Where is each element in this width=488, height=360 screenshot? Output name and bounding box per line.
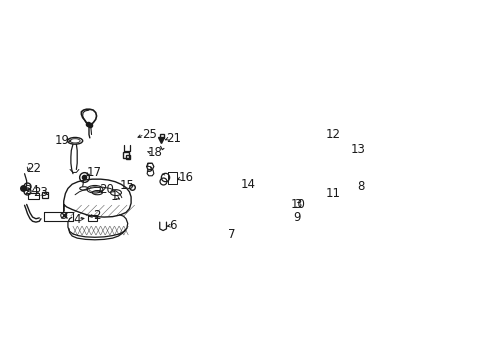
Text: 24: 24: [24, 184, 40, 197]
Text: 12: 12: [325, 128, 340, 141]
Text: 19: 19: [55, 134, 69, 147]
Text: 18: 18: [148, 146, 163, 159]
Text: 2: 2: [93, 209, 101, 222]
Text: 22: 22: [26, 162, 41, 175]
Text: 8: 8: [357, 180, 364, 193]
Text: 20: 20: [99, 183, 114, 196]
Text: 6: 6: [169, 219, 176, 232]
Text: 4: 4: [73, 213, 81, 226]
Text: 10: 10: [290, 198, 305, 211]
Text: 13: 13: [350, 143, 365, 156]
Text: 3: 3: [293, 198, 301, 211]
Text: 14: 14: [240, 178, 255, 191]
Text: 1: 1: [111, 190, 118, 203]
Text: 15: 15: [120, 179, 134, 192]
Text: 5: 5: [144, 162, 152, 175]
Text: 17: 17: [86, 166, 101, 179]
Text: 21: 21: [165, 132, 180, 145]
Text: 23: 23: [33, 186, 48, 199]
Text: 7: 7: [227, 228, 235, 241]
Text: 11: 11: [325, 188, 340, 201]
Text: 25: 25: [142, 128, 157, 141]
Text: 9: 9: [293, 211, 301, 224]
Text: 16: 16: [179, 171, 194, 184]
